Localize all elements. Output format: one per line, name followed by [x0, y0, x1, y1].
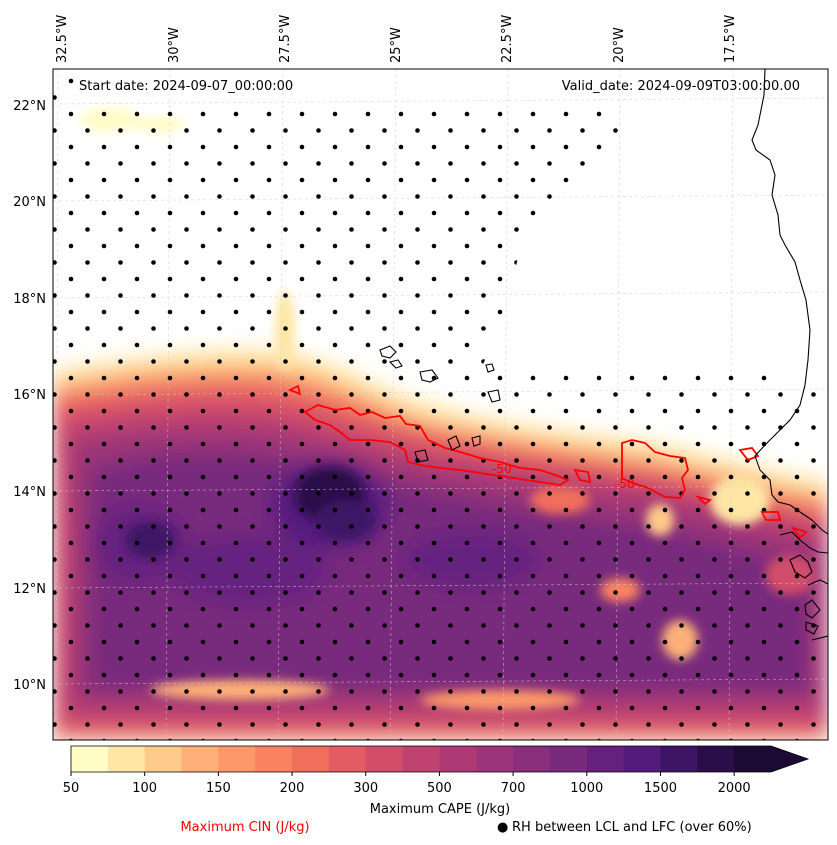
rh-stipple [53, 69, 828, 740]
lat-label: 18°N [13, 292, 46, 307]
colorbar-cell [586, 746, 625, 772]
colorbar-tick-label: 200 [280, 781, 305, 796]
colorbar-cell [476, 746, 514, 772]
map-panel: -50 -50 [53, 69, 828, 740]
colorbar-cell [218, 746, 256, 772]
cin-contours [287, 384, 808, 540]
lat-label: 10°N [13, 678, 46, 693]
colorbar-ticks: 50 100 150 200 300 500 700 1000 1500 2000 [63, 772, 751, 796]
lat-label: 20°N [13, 195, 46, 210]
lon-label: 27.5°W [278, 15, 293, 63]
colorbar-tick-label: 500 [427, 781, 452, 796]
colorbar-cell [549, 746, 588, 772]
cin-legend-label: Maximum CIN (J/kg) [180, 820, 309, 835]
colorbar-tick-label: 300 [353, 781, 378, 796]
colorbar-extend-arrow [771, 746, 808, 772]
colorbar-cell [623, 746, 662, 772]
colorbar-tick-label: 2000 [718, 781, 751, 796]
lon-label: 30°W [167, 27, 182, 63]
lon-label: 17.5°W [723, 15, 738, 63]
lat-label: 14°N [13, 485, 46, 500]
coastlines [379, 69, 828, 641]
lat-label: 22°N [13, 99, 46, 114]
cin-contour-label-2: -50 [615, 477, 635, 491]
lon-label: 32.5°W [55, 15, 70, 63]
colorbar-tick-label: 150 [206, 781, 231, 796]
lon-label: 20°W [612, 27, 627, 63]
colorbar-cell [660, 746, 698, 772]
lon-label: 22.5°W [500, 15, 515, 63]
longitude-labels: 32.5°W 30°W 27.5°W 25°W 22.5°W 20°W 17.5… [55, 15, 738, 63]
colorbar-cell [513, 746, 551, 772]
colorbar-tick-label: 1000 [570, 781, 603, 796]
colorbar-cell [365, 746, 404, 772]
lon-label: 25°W [389, 27, 404, 63]
colorbar-cells [71, 746, 772, 772]
colorbar-cell [144, 746, 183, 772]
colorbar-cell [71, 746, 109, 772]
colorbar-tick-label: 1500 [644, 781, 677, 796]
colorbar-cell [328, 746, 367, 772]
colorbar-tick-label: 50 [63, 781, 80, 796]
rh-legend-label: RH between LCL and LFC (over 60%) [512, 820, 752, 835]
lat-label: 16°N [13, 388, 46, 403]
colorbar-cell [107, 746, 146, 772]
start-date-label: Start date: 2024-09-07_00:00:00 [79, 79, 293, 94]
colorbar-outline [70, 745, 810, 773]
colorbar-cell [439, 746, 477, 772]
colorbar-cell [181, 746, 219, 772]
colorbar-cell [734, 746, 772, 772]
valid-date-label: Valid_date: 2024-09-09T03:00:00.00 [562, 79, 800, 94]
colorbar-cell [292, 746, 330, 772]
latitude-labels: 22°N 20°N 18°N 16°N 14°N 12°N 10°N [13, 99, 46, 693]
colorbar-cell [255, 746, 293, 772]
lat-label: 12°N [13, 582, 46, 597]
colorbar-tick-label: 100 [132, 781, 157, 796]
colorbar-cell [402, 746, 441, 772]
colorbar-cell [697, 746, 735, 772]
cin-contour-label-1: -50 [492, 462, 512, 476]
rh-legend-marker: ● [497, 820, 508, 835]
map-border [52, 68, 829, 741]
colorbar: 50 100 150 200 300 500 700 1000 1500 2000 Maximum… [63, 745, 810, 817]
colorbar-label: Maximum CAPE (J/kg) [370, 802, 510, 817]
colorbar-tick-label: 700 [501, 781, 526, 796]
